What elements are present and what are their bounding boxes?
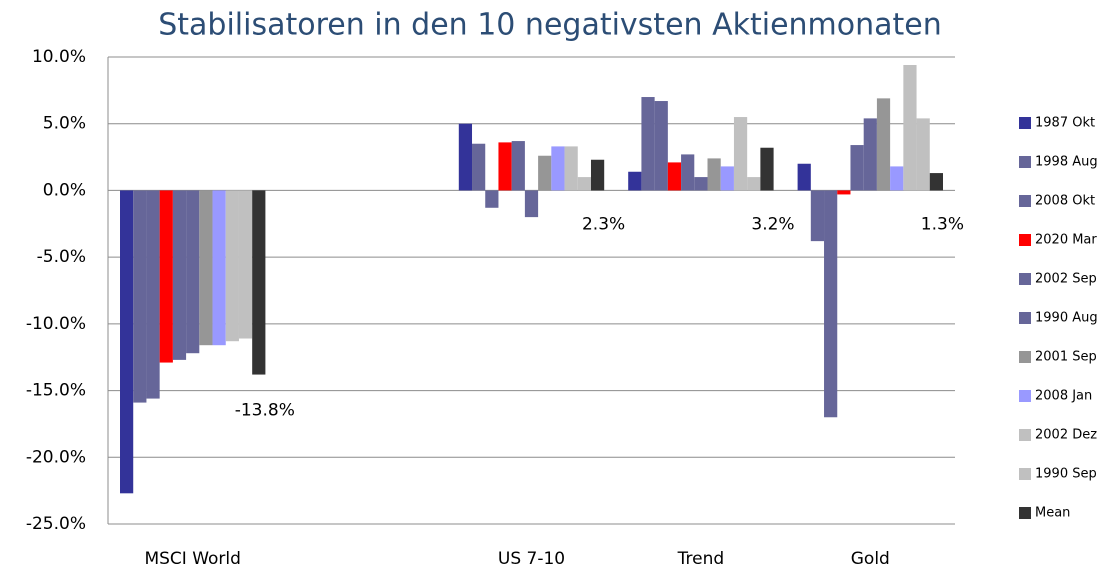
bar xyxy=(186,190,200,354)
bar xyxy=(252,190,266,375)
bar xyxy=(641,97,655,191)
bar xyxy=(929,173,943,191)
bar xyxy=(720,166,734,191)
legend-label: Mean xyxy=(1035,506,1070,521)
bar xyxy=(628,171,642,191)
legend-swatch xyxy=(1019,429,1031,441)
data-label: 1.3% xyxy=(921,214,964,234)
bar xyxy=(824,190,838,418)
legend-label: 1990 Aug xyxy=(1035,311,1098,326)
bar xyxy=(667,162,682,191)
legend-swatch xyxy=(1019,507,1031,519)
bar xyxy=(120,190,134,494)
bar xyxy=(916,118,930,191)
bar xyxy=(524,190,539,218)
legend-label: 1987 Okt xyxy=(1035,116,1095,131)
bar xyxy=(694,177,708,191)
y-tick-label: -20.0% xyxy=(26,447,86,467)
y-tick-label: -5.0% xyxy=(37,247,86,267)
legend-swatch xyxy=(1019,273,1031,285)
y-tick-label: -15.0% xyxy=(26,381,86,401)
legend-swatch xyxy=(1019,156,1031,168)
bar xyxy=(472,143,486,191)
bar xyxy=(876,98,891,191)
legend-swatch xyxy=(1019,351,1031,363)
bar xyxy=(590,159,605,191)
bar xyxy=(747,177,761,191)
y-tick-label: -10.0% xyxy=(26,314,86,334)
x-tick-label: MSCI World xyxy=(144,549,240,569)
bar xyxy=(538,155,552,191)
bar xyxy=(863,118,877,191)
legend-label: 2008 Okt xyxy=(1035,194,1095,209)
bar xyxy=(146,190,160,399)
data-label: 2.3% xyxy=(582,214,625,234)
legend-label: 1990 Sep xyxy=(1035,467,1097,482)
legend-swatch xyxy=(1019,117,1031,129)
x-tick-label: US 7-10 xyxy=(498,549,565,569)
bar xyxy=(199,190,213,346)
bar xyxy=(458,123,473,191)
y-tick-label: 5.0% xyxy=(43,114,86,134)
legend-label: 2020 Mar xyxy=(1035,233,1097,248)
bar xyxy=(238,190,253,339)
bar xyxy=(498,142,512,191)
chart-title: Stabilisatoren in den 10 negativsten Akt… xyxy=(158,8,942,43)
bar xyxy=(837,190,851,195)
legend-label: 2008 Jan xyxy=(1035,389,1092,404)
legend-label: 2002 Dez xyxy=(1035,428,1097,443)
bar xyxy=(577,177,591,191)
y-tick-label: 0.0% xyxy=(43,180,86,200)
bar xyxy=(485,190,499,208)
data-label: 3.2% xyxy=(751,214,794,234)
legend-label: 2002 Sep xyxy=(1035,272,1097,287)
bar xyxy=(159,190,173,363)
bar xyxy=(133,190,147,403)
data-label: -13.8% xyxy=(235,401,295,421)
bar xyxy=(903,65,917,191)
legend-swatch xyxy=(1019,234,1031,246)
bar xyxy=(707,158,721,191)
x-tick-label: Trend xyxy=(677,549,725,569)
bar xyxy=(225,190,239,342)
bar xyxy=(564,146,578,191)
bar xyxy=(797,163,811,191)
legend-swatch xyxy=(1019,468,1031,480)
legend-swatch xyxy=(1019,312,1031,324)
bar xyxy=(172,190,187,360)
legend-label: 2001 Sep xyxy=(1035,350,1097,365)
legend-label: 1998 Aug xyxy=(1035,155,1098,170)
y-tick-label: 10.0% xyxy=(32,47,86,67)
legend-swatch xyxy=(1019,195,1031,207)
legend-swatch xyxy=(1019,390,1031,402)
bar xyxy=(212,190,226,346)
bar xyxy=(551,146,565,191)
bar xyxy=(654,101,668,191)
bar xyxy=(850,145,864,191)
bar xyxy=(733,117,748,191)
bar xyxy=(760,147,774,191)
bar xyxy=(810,190,825,242)
y-tick-label: -25.0% xyxy=(26,514,86,534)
bar xyxy=(681,154,695,191)
x-tick-label: Gold xyxy=(851,549,890,569)
bar xyxy=(890,166,904,191)
bar xyxy=(511,141,525,191)
